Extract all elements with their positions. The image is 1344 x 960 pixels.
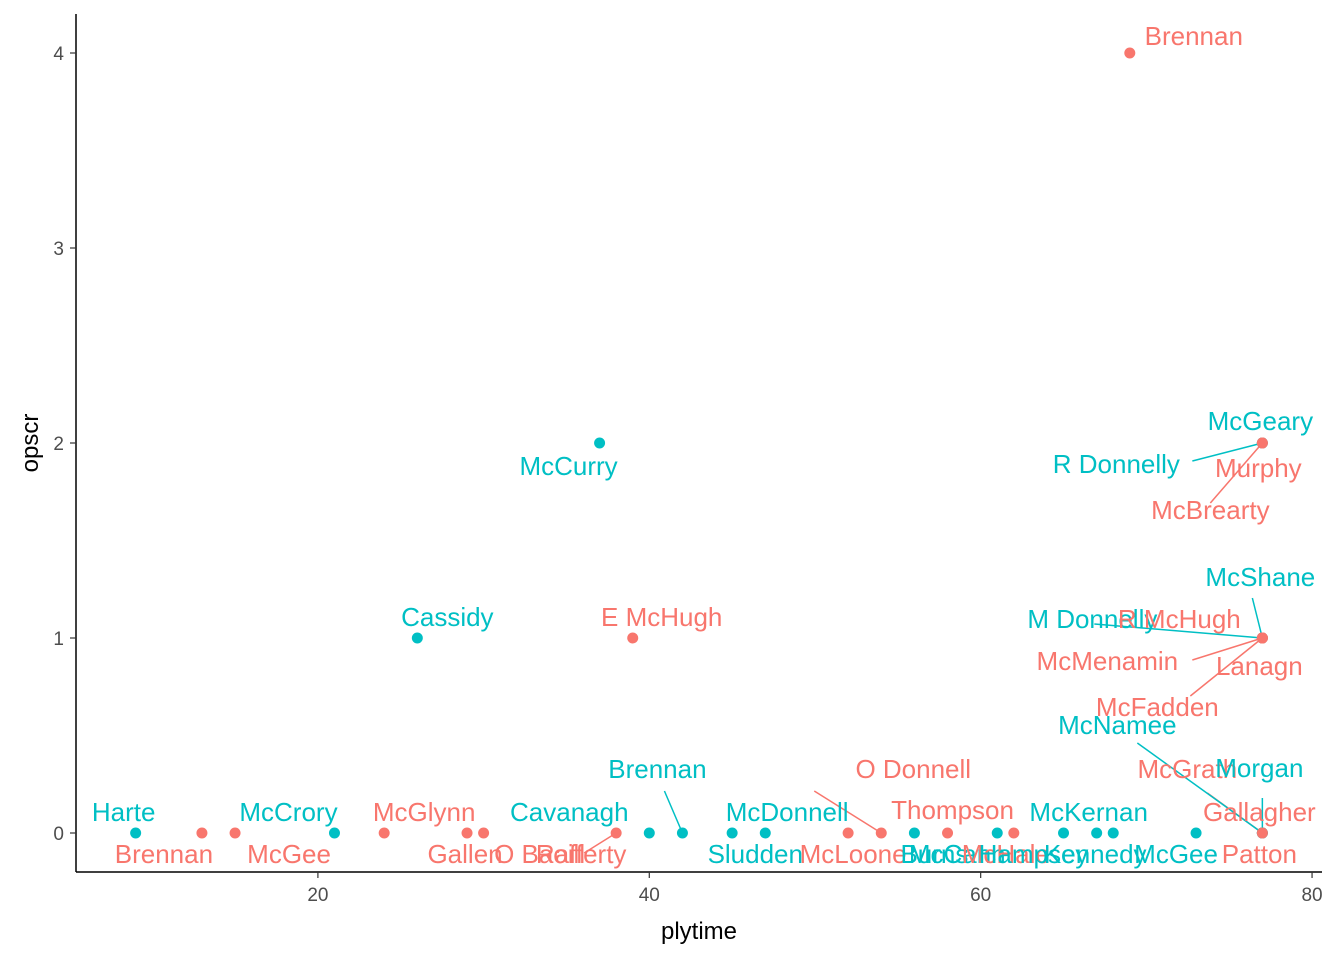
point-label: McShane — [1205, 562, 1315, 592]
x-tick-label: 60 — [970, 885, 991, 906]
point-label: R McHugh — [1118, 604, 1241, 634]
label-connector — [1189, 637, 1263, 697]
data-point — [610, 827, 622, 839]
point-label: Cavanagh — [510, 797, 629, 827]
point-label: McFadden — [1096, 692, 1219, 722]
label-connectors — [583, 442, 1264, 854]
data-point — [759, 827, 771, 839]
data-point — [461, 827, 473, 839]
x-ticks: 20 40 60 80 — [307, 872, 1323, 906]
point-label: Sludden — [708, 839, 803, 869]
x-tick-label: 20 — [307, 885, 328, 906]
data-point — [130, 827, 142, 839]
y-tick-label: 3 — [53, 239, 64, 260]
point-label: M Donnelly — [1027, 604, 1157, 634]
data-point — [908, 827, 920, 839]
data-point — [229, 827, 241, 839]
x-tick-label: 80 — [1301, 885, 1322, 906]
x-axis-title: plytime — [661, 918, 737, 945]
label-connector — [1192, 637, 1263, 661]
data-point — [1107, 827, 1119, 839]
point-label: Brennan — [608, 754, 706, 784]
label-connector — [813, 790, 882, 834]
data-point — [676, 827, 688, 839]
point-label: McGrath — [1138, 754, 1238, 784]
data-point — [411, 632, 423, 644]
point-label: Brennan — [115, 839, 213, 869]
point-label: McGeary — [1208, 406, 1313, 436]
point-label: Burns — [900, 839, 968, 869]
data-point — [1058, 827, 1070, 839]
point-label: Murphy — [1215, 453, 1302, 483]
data-points — [130, 47, 1268, 839]
point-label: O Baoill — [494, 839, 585, 869]
point-label: R Donnelly — [1053, 449, 1180, 479]
data-point — [1190, 827, 1202, 839]
label-connector — [1251, 597, 1264, 639]
data-point — [594, 437, 606, 449]
point-label: E McHugh — [601, 602, 722, 632]
data-point — [1091, 827, 1103, 839]
data-point — [726, 827, 738, 839]
point-label: McGlynn — [373, 797, 476, 827]
point-label: McMenamin — [1037, 646, 1179, 676]
point-label: McGee — [1134, 839, 1218, 869]
point-label: McCurry — [519, 451, 617, 481]
point-label: Kennedy — [1044, 839, 1147, 869]
data-point — [478, 827, 490, 839]
data-point — [1256, 437, 1268, 449]
data-point — [328, 827, 340, 839]
label-connector — [1192, 442, 1263, 462]
point-label: O Donnell — [855, 754, 971, 784]
point-label: Harte — [92, 797, 156, 827]
data-point — [1008, 827, 1020, 839]
data-point — [942, 827, 954, 839]
point-label: Thompson — [891, 795, 1014, 825]
point-label: McLoone — [800, 839, 907, 869]
data-point — [1256, 632, 1268, 644]
y-tick-label: 2 — [53, 434, 64, 455]
y-tick-label: 4 — [53, 44, 64, 65]
label-connector — [1094, 623, 1263, 639]
data-point — [875, 827, 887, 839]
y-ticks: 0 1 2 3 4 — [53, 44, 76, 845]
point-label: Gallen — [427, 839, 502, 869]
point-labels: Harte Brennan McGee McCrory McGlynn Cassidy Ga… — [92, 21, 1316, 869]
label-connector — [583, 832, 617, 854]
y-tick-label: 1 — [53, 629, 64, 650]
point-label: McBrearty — [1151, 495, 1269, 525]
point-label: Lanagn — [1216, 651, 1303, 681]
point-label: Brennan — [1145, 21, 1243, 51]
label-connector — [1136, 742, 1263, 834]
point-label: Hampsey — [979, 839, 1089, 869]
point-label: Patton — [1222, 839, 1297, 869]
axes — [75, 14, 1322, 873]
point-label: McGee — [247, 839, 331, 869]
data-point — [627, 632, 639, 644]
point-label: McNamee — [1058, 710, 1176, 740]
point-label: McCann — [909, 839, 1006, 869]
data-point — [1124, 47, 1136, 59]
label-connector — [663, 790, 684, 834]
point-label: Gallagher — [1203, 797, 1316, 827]
point-label: Rafferty — [536, 839, 627, 869]
data-point — [643, 827, 655, 839]
data-point — [378, 827, 390, 839]
point-label: Morgan — [1215, 753, 1303, 783]
data-point — [196, 827, 208, 839]
point-label: McHale — [962, 839, 1050, 869]
y-axis-title: opscr — [17, 414, 44, 473]
data-point — [842, 827, 854, 839]
y-tick-label: 0 — [53, 824, 64, 845]
data-point — [1256, 827, 1268, 839]
x-tick-label: 40 — [639, 885, 660, 906]
point-label: McDonnell — [726, 797, 849, 827]
point-label: Cassidy — [401, 602, 493, 632]
data-point — [991, 827, 1003, 839]
point-label: McCrory — [239, 797, 337, 827]
point-label: McKernan — [1029, 797, 1148, 827]
label-connector — [1209, 442, 1263, 504]
